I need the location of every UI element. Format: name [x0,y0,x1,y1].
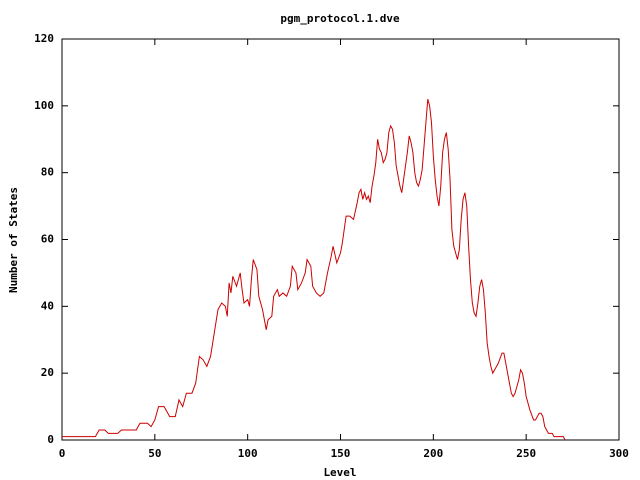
y-tick-label: 120 [34,32,54,45]
y-axis-label: Number of States [7,187,20,293]
x-tick-label: 300 [609,447,629,460]
y-tick-label: 60 [41,233,54,246]
x-tick-label: 0 [59,447,66,460]
x-tick-label: 100 [238,447,258,460]
y-tick-label: 80 [41,166,54,179]
x-tick-label: 150 [331,447,351,460]
y-tick-label: 0 [47,433,54,446]
x-tick-label: 250 [516,447,536,460]
data-line [62,99,566,441]
x-tick-label: 50 [148,447,161,460]
y-tick-label: 20 [41,366,54,379]
plot-frame [61,38,620,441]
x-axis-label: Level [323,466,356,479]
y-tick-label: 40 [41,299,54,312]
y-tick-label: 100 [34,99,54,112]
x-tick-label: 200 [423,447,443,460]
chart-title: pgm_protocol.1.dve [280,12,400,25]
